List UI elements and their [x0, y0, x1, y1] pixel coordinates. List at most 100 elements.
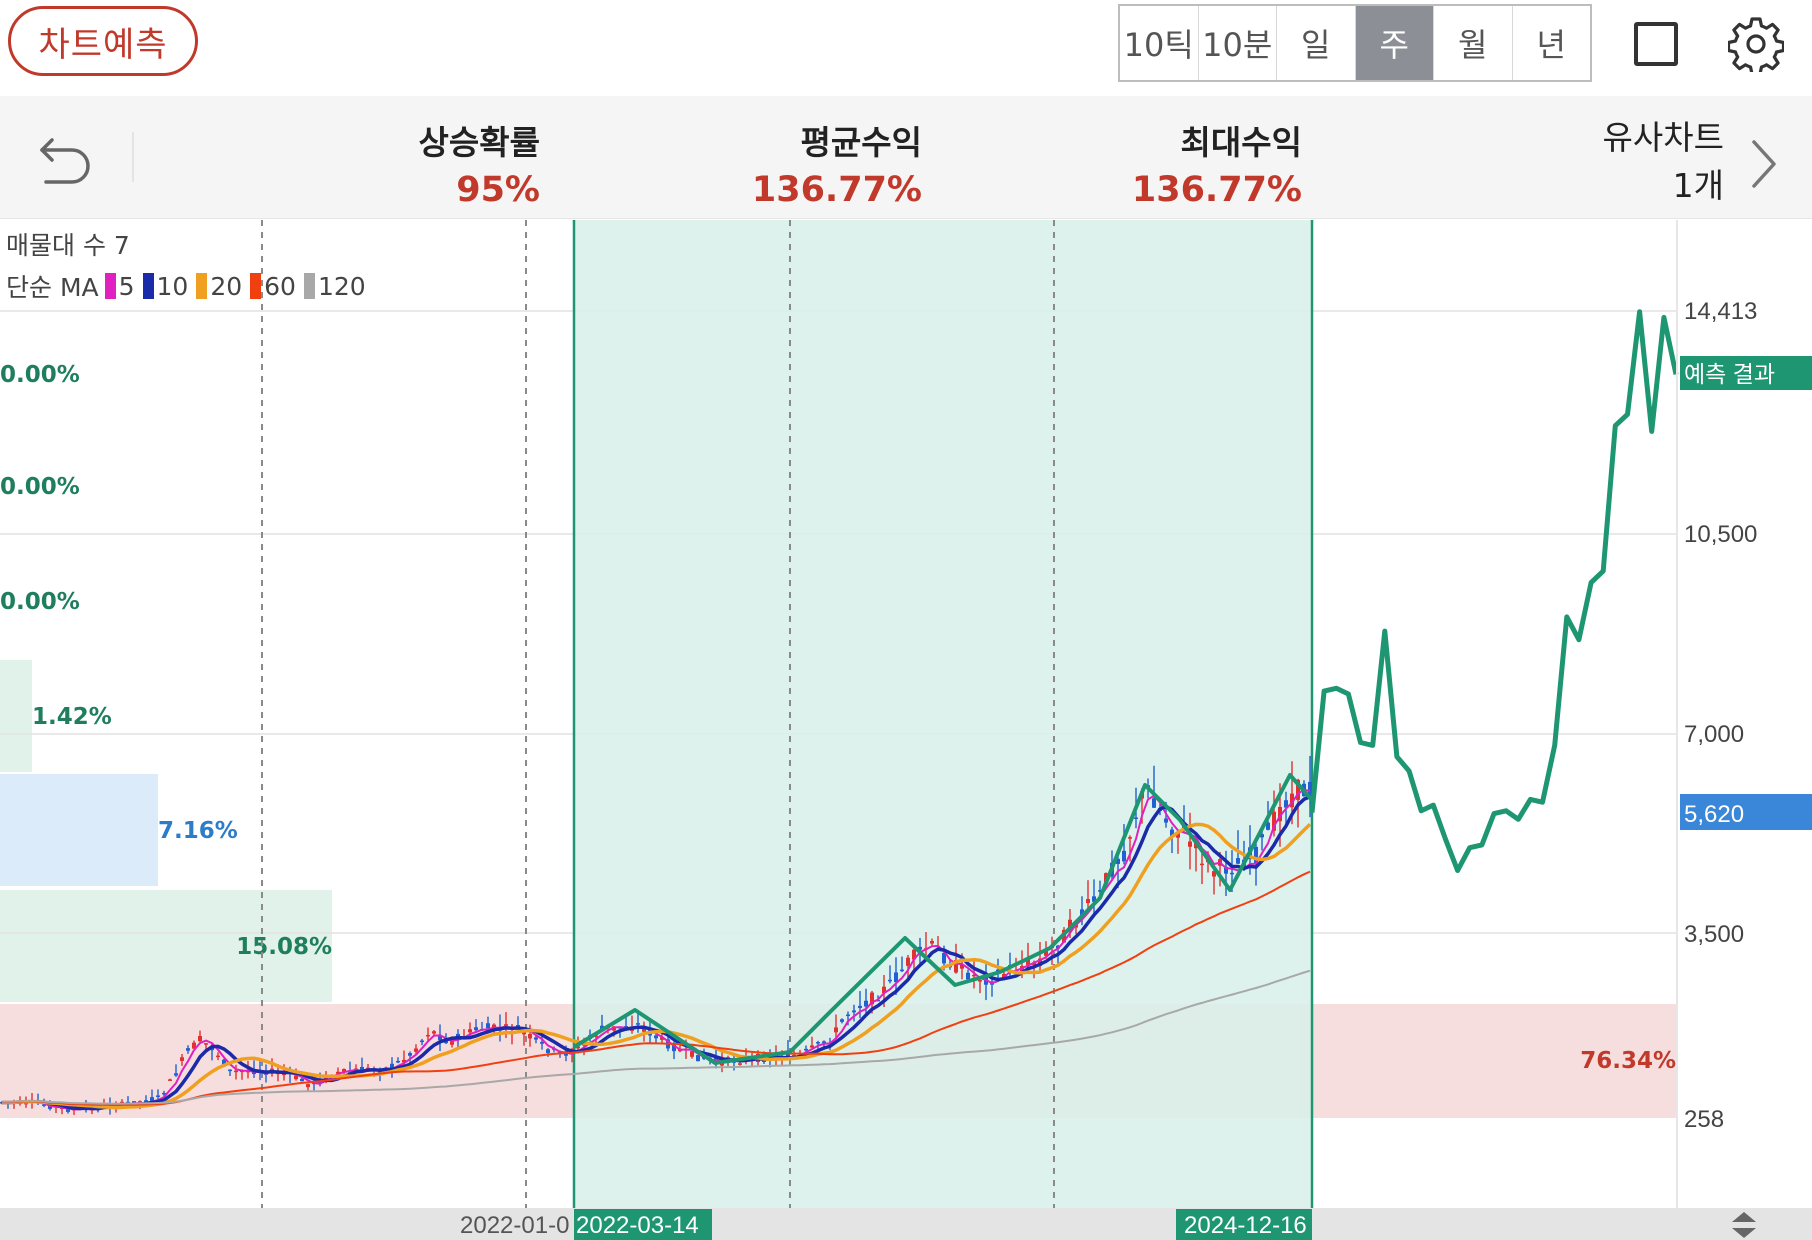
volume-profile-label: 0.00% [0, 474, 80, 500]
current-price-tag-bg [1680, 794, 1812, 830]
ma120-swatch [303, 273, 315, 299]
prediction-line [1309, 309, 1679, 873]
candle [696, 1054, 700, 1062]
fullscreen-icon[interactable] [1634, 22, 1678, 66]
candle [858, 991, 862, 1019]
candle [690, 1050, 694, 1059]
rise-probability-value: 95% [456, 170, 540, 210]
candle [954, 943, 958, 974]
candle [396, 1057, 400, 1064]
ma5-swatch [104, 273, 116, 299]
candle [186, 1045, 190, 1054]
prediction-tag-bg [1680, 356, 1812, 390]
candle [642, 1021, 646, 1042]
tab-year[interactable]: 년 [1536, 26, 1566, 64]
price-tick: 10,500 [1684, 521, 1757, 548]
candle [840, 1018, 844, 1024]
price-chart[interactable]: 0.00% 0.00% 0.00% 1.42% 7.16% 15.08% 76.34% 14… [0, 218, 1812, 1240]
undo-icon[interactable] [36, 130, 96, 186]
moving-averages [2, 788, 1312, 1111]
candle [234, 1064, 238, 1080]
candle [810, 1036, 814, 1050]
candle [1152, 765, 1156, 808]
avg-return-value: 136.77% [751, 170, 922, 210]
date-label: 2022-01-0 [460, 1212, 569, 1239]
ma60-line [2, 870, 1311, 1107]
max-return-value: 136.77% [1131, 170, 1302, 210]
volume-profile-label: 0.00% [0, 589, 80, 615]
candle [474, 1019, 478, 1033]
candle [438, 1024, 442, 1052]
rise-probability-label: 상승확률 [418, 123, 540, 162]
scroll-handle-icon[interactable] [1732, 1212, 1756, 1238]
stats-bar: 상승확률 95% 평균수익 136.77% 최대수익 136.77% 유사차트 … [0, 96, 1812, 219]
time-dividers [261, 220, 1055, 1208]
candle [894, 957, 898, 995]
ma20-label: 20 [210, 271, 243, 301]
tab-month[interactable]: 월 [1434, 6, 1513, 80]
candle [360, 1057, 364, 1072]
volume-profile-label: 1.42% [32, 704, 112, 730]
candle [1308, 755, 1312, 818]
candle [1170, 826, 1174, 854]
candle [432, 1030, 436, 1036]
tab-10tick[interactable]: 10틱 [1120, 6, 1199, 80]
tab-week[interactable]: 주 [1355, 6, 1434, 80]
gear-icon[interactable] [1728, 16, 1784, 72]
pattern-zigzag-line [572, 773, 1314, 1065]
tab-10min[interactable]: 10분 [1199, 6, 1277, 80]
max-return: 최대수익 136.77% [1132, 116, 1302, 210]
candle [978, 978, 982, 994]
candle [1176, 831, 1180, 854]
candle [216, 1052, 220, 1061]
chart-predict-button[interactable]: 차트예측 [8, 6, 198, 76]
volume-profile-legend: 매물대 수 7 [6, 231, 130, 260]
candle [906, 954, 910, 980]
similar-charts-label: 유사차트 [1602, 118, 1724, 157]
max-return-label: 최대수익 [1180, 123, 1302, 162]
avg-return-label: 평균수익 [800, 123, 922, 162]
candle [1212, 867, 1216, 895]
candle [1260, 829, 1264, 851]
price-tick: 14,413 [1684, 298, 1757, 325]
candle [534, 1035, 538, 1044]
ma20-line [2, 822, 1312, 1110]
candle [654, 1034, 658, 1044]
candle [1128, 835, 1132, 862]
pattern-end-date-bg [1176, 1209, 1312, 1240]
candle [192, 1040, 196, 1049]
ma60-swatch [250, 273, 262, 299]
pattern-start-date-bg [574, 1209, 712, 1240]
pattern-highlight [574, 220, 1312, 1208]
candle [168, 1078, 172, 1081]
volume-profile-label: 7.16% [158, 818, 238, 844]
candle [540, 1035, 544, 1050]
candle [1188, 812, 1192, 870]
top-bar: 차트예측 10틱 10분 일 주 월 년 [0, 0, 1812, 96]
candle [486, 1016, 490, 1029]
candle [1224, 850, 1228, 897]
ma-legend: 단순 MA 5 10 20 60 120 [6, 268, 368, 304]
rise-probability: 상승확률 95% [419, 116, 540, 210]
candle [888, 965, 892, 984]
volume-profile-bar [0, 660, 32, 772]
ma20-swatch [196, 273, 208, 299]
price-tick: 3,500 [1684, 921, 1744, 948]
chevron-right-icon[interactable] [1746, 136, 1782, 192]
candle [306, 1083, 310, 1091]
candle [852, 1004, 856, 1022]
date-axis [0, 1208, 1812, 1240]
candle [174, 1064, 178, 1077]
price-tick: 258 [1684, 1106, 1724, 1133]
tab-day[interactable]: 일 [1277, 6, 1356, 80]
ma120-label: 120 [317, 271, 366, 301]
candle [198, 1030, 202, 1043]
candle [630, 1015, 634, 1034]
prediction-tag: 예측 결과 [1684, 361, 1775, 387]
candle [390, 1057, 394, 1078]
current-price-tag: 5,620 [1684, 801, 1744, 828]
pattern-start-date: 2022-03-14 [576, 1212, 699, 1239]
volume-profile-bar [0, 774, 158, 886]
similar-charts[interactable]: 유사차트 1개 [1603, 114, 1724, 210]
stats-divider [132, 132, 134, 182]
